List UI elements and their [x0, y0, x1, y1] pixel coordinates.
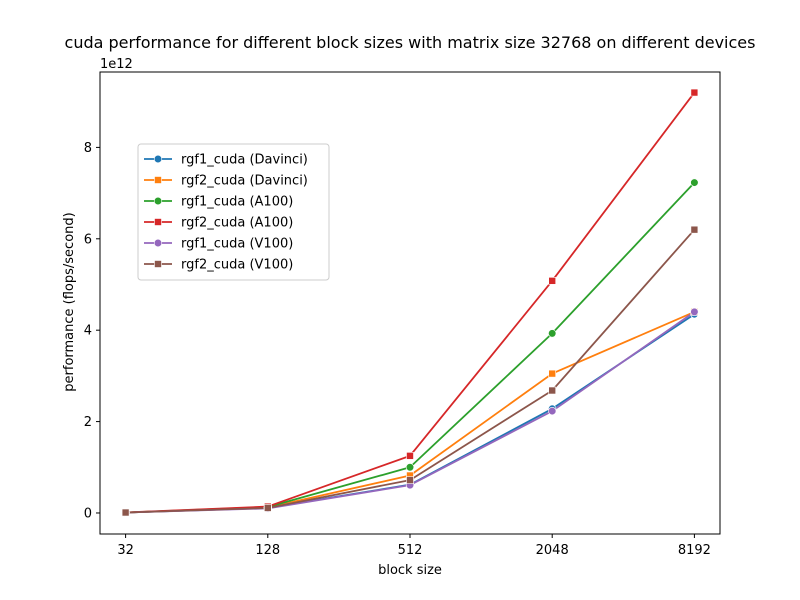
x-tick-label: 32	[117, 543, 134, 558]
data-point	[690, 88, 699, 97]
legend-swatch-marker	[154, 176, 162, 184]
x-axis-label: block size	[378, 563, 442, 578]
legend-entry-label: rgf1_cuda (A100)	[181, 195, 293, 210]
legend: rgf1_cuda (Davinci) rgf2_cuda (Davinci) rg…	[137, 143, 330, 281]
data-point	[690, 178, 699, 187]
legend-frame	[137, 143, 330, 281]
data-point	[406, 452, 414, 460]
x-tick-label: 512	[398, 543, 423, 558]
data-point	[690, 307, 699, 317]
data-point	[263, 504, 272, 512]
y-tick-label: 0	[84, 506, 92, 521]
legend-swatch-marker	[154, 218, 162, 226]
plot-area: 32 128 512 2048 8192 0 2 4 6 8	[84, 71, 721, 558]
legend-entry-label: rgf1_cuda (Davinci)	[181, 153, 308, 168]
data-point	[548, 329, 557, 338]
y-tick-label: 2	[84, 415, 92, 430]
data-point	[121, 508, 130, 517]
chart-title: cuda performance for different block siz…	[65, 33, 756, 52]
data-point	[548, 369, 557, 378]
data-point	[548, 406, 557, 416]
y-axis-offset-label: 1e12	[100, 57, 133, 72]
legend-entry-label: rgf2_cuda (Davinci)	[181, 174, 308, 189]
x-tick-label: 128	[255, 543, 280, 558]
y-tick-label: 8	[84, 141, 92, 156]
legend-swatch-marker	[153, 238, 163, 248]
data-point	[406, 476, 414, 484]
data-point	[405, 463, 415, 472]
legend-entry-label: rgf2_cuda (A100)	[181, 216, 293, 231]
legend-entry-label: rgf1_cuda (V100)	[181, 237, 293, 252]
data-point	[690, 225, 699, 234]
y-axis-label: performance (flops/second)	[62, 212, 77, 391]
legend-entry-label: rgf2_cuda (V100)	[181, 258, 293, 273]
legend-swatch-marker	[153, 154, 163, 164]
x-tick-label: 8192	[678, 543, 711, 558]
legend-swatch-marker	[153, 196, 163, 206]
x-tick-label: 2048	[536, 543, 569, 558]
y-tick-label: 4	[84, 324, 92, 339]
data-point	[548, 277, 557, 285]
data-point	[548, 386, 557, 395]
legend-swatch-marker	[154, 260, 162, 268]
y-tick-label: 6	[84, 232, 92, 247]
